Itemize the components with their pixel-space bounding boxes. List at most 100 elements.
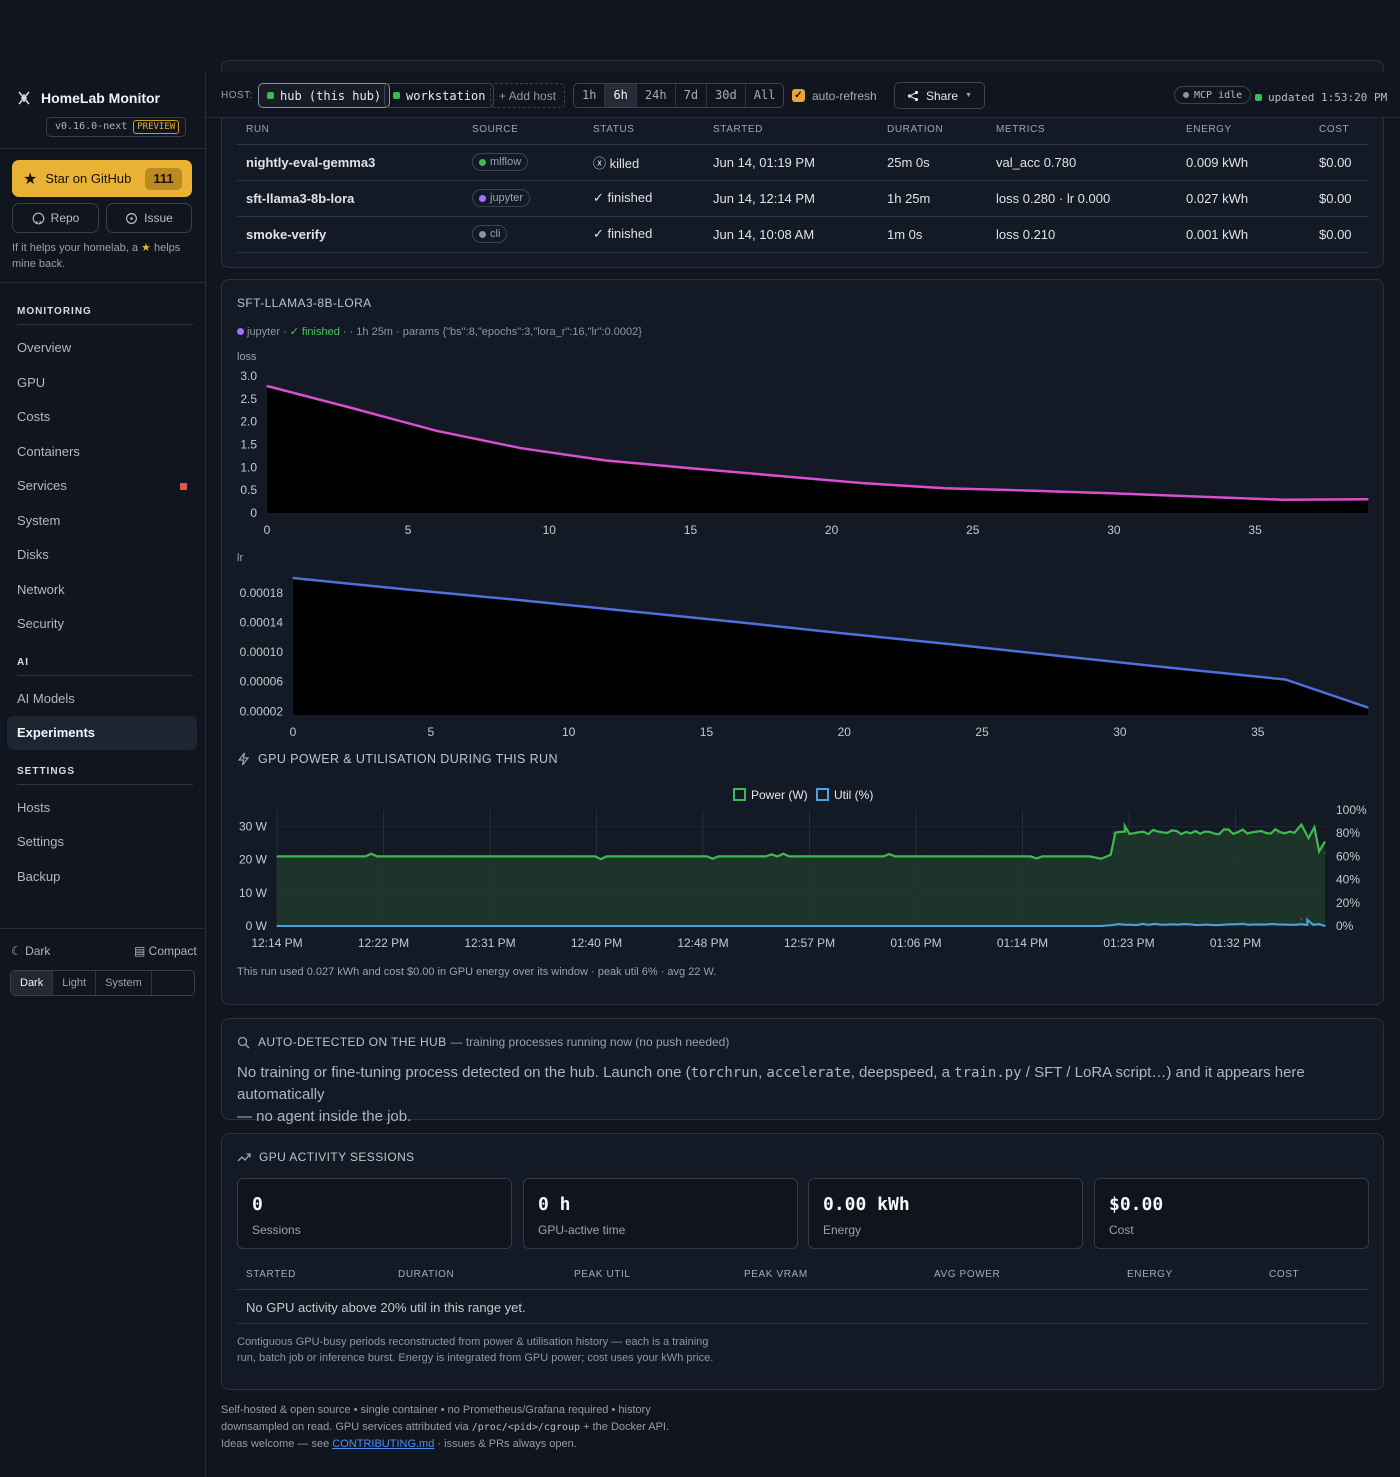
run-name[interactable]: smoke-verify xyxy=(237,216,463,253)
nav-system[interactable]: System xyxy=(17,513,61,528)
updated-label: updated 1:53:20 PM xyxy=(1268,91,1388,104)
col-run[interactable]: RUN xyxy=(237,116,463,145)
col-peak-vram[interactable]: PEAK VRAM xyxy=(744,1269,808,1280)
range-6h[interactable]: 6h xyxy=(605,84,637,107)
x-tick-label: 15 xyxy=(700,725,714,739)
data-point xyxy=(1063,655,1066,658)
y-tick-label: 1.0 xyxy=(240,460,257,474)
host-name: workstation xyxy=(406,88,486,103)
nav-costs[interactable]: Costs xyxy=(17,409,51,424)
cost-cell: $0.00 xyxy=(1310,144,1368,181)
range-selector: 1h 6h 24h 7d 30d All xyxy=(573,83,785,108)
gpu-title-text: GPU POWER & UTILISATION DURING THIS RUN xyxy=(258,752,558,766)
nav-hosts[interactable]: Hosts xyxy=(17,800,51,815)
x-tick-label: 01:06 PM xyxy=(890,936,941,950)
lr-chart: lr 0.00002 0.00006 0.00010 0.00014 0.00018 0 5 1… xyxy=(237,552,1369,739)
nav-overview[interactable]: Overview xyxy=(17,340,72,355)
x-tick-label: 25 xyxy=(975,725,989,739)
meta-status: finished xyxy=(301,325,340,338)
power-point xyxy=(276,855,278,857)
col-cost[interactable]: COST xyxy=(1310,116,1368,145)
col-cost[interactable]: COST xyxy=(1269,1269,1300,1280)
data-point xyxy=(1282,498,1285,501)
data-point xyxy=(1284,678,1287,681)
run-name[interactable]: nightly-eval-gemma3 xyxy=(237,144,463,181)
cost-cell: $0.00 xyxy=(1310,216,1368,253)
nav-containers[interactable]: Containers xyxy=(17,444,80,459)
y-left-tick-label: 0 W xyxy=(246,919,268,933)
share-button[interactable]: Share ▼ xyxy=(894,82,985,109)
metrics-cell: loss 0.210 xyxy=(987,216,1177,253)
table-row[interactable]: nightly-eval-gemma3 mlflow ⓧ killed Jun … xyxy=(237,144,1368,181)
util-point xyxy=(453,925,455,927)
source-cell: jupyter xyxy=(463,180,584,217)
range-all[interactable]: All xyxy=(753,88,776,102)
run-name[interactable]: sft-llama3-8b-lora xyxy=(237,180,463,217)
brand[interactable]: HomeLab Monitor xyxy=(16,90,160,106)
host-chip-hub[interactable]: hub (this hub) xyxy=(258,83,391,108)
nav-services[interactable]: Services xyxy=(7,469,197,503)
nav-security[interactable]: Security xyxy=(17,616,64,631)
footer-line: downsampled on read. GPU services attrib… xyxy=(221,1420,472,1433)
col-source[interactable]: SOURCE xyxy=(463,116,584,145)
data-point xyxy=(604,459,607,462)
loss-chart: loss 0 0.5 1.0 1.5 2.0 2.5 3.0 0 5 10 15 20 25 30 35 xyxy=(237,351,1369,537)
code-torchrun: torchrun xyxy=(690,1065,759,1081)
host-chip-workstation[interactable]: workstation xyxy=(384,83,495,108)
y-tick-label: 1.5 xyxy=(240,438,257,452)
col-duration[interactable]: DURATION xyxy=(878,116,987,145)
y-tick-label: 2.5 xyxy=(240,392,257,406)
stat-value: 0.00 kWh xyxy=(823,1194,910,1215)
footer-line: Ideas welcome — see xyxy=(221,1438,333,1450)
run-meta: jupyter · ✓ finished · · 1h 25m · params… xyxy=(237,325,642,338)
repo-button[interactable]: Repo xyxy=(12,203,99,233)
range-1h[interactable]: 1h xyxy=(574,84,606,107)
source-cell: cli xyxy=(463,216,584,253)
data-point xyxy=(1367,706,1369,709)
nav-experiments[interactable]: Experiments xyxy=(7,716,197,750)
col-energy[interactable]: ENERGY xyxy=(1127,1269,1173,1280)
nav-gpu[interactable]: GPU xyxy=(17,375,46,390)
col-peak-util[interactable]: PEAK UTIL xyxy=(574,1269,631,1280)
nav-backup[interactable]: Backup xyxy=(17,869,61,884)
dark-toggle[interactable]: ☾ Dark xyxy=(11,944,50,958)
util-line xyxy=(277,917,1326,927)
col-status[interactable]: STATUS xyxy=(584,116,704,145)
y-right-tick-label: 20% xyxy=(1336,896,1360,910)
range-24h[interactable]: 24h xyxy=(637,84,676,107)
gpu-power-util-chart: Power (W) Util (%) 12:14 PM 12:22 PM 12:31 P… xyxy=(239,788,1367,950)
online-dot xyxy=(393,92,400,99)
theme-system[interactable]: System xyxy=(96,971,152,995)
range-7d[interactable]: 7d xyxy=(676,84,708,107)
nav-network[interactable]: Network xyxy=(17,582,65,597)
col-started[interactable]: STARTED xyxy=(246,1269,296,1280)
auto-refresh-toggle[interactable]: ✓ auto-refresh xyxy=(785,83,884,108)
contributing-link[interactable]: CONTRIBUTING.md xyxy=(332,1438,435,1450)
theme-light[interactable]: Light xyxy=(53,971,97,995)
gpu-sessions-card xyxy=(221,1133,1384,1390)
col-metrics[interactable]: METRICS xyxy=(987,116,1177,145)
y-left-tick-label: 30 W xyxy=(239,820,268,834)
compact-toggle[interactable]: ▤ Compact xyxy=(134,944,197,958)
table-row[interactable]: sft-llama3-8b-lora jupyter ✓ finished Ju… xyxy=(237,180,1368,217)
util-point xyxy=(1041,925,1043,927)
x-tick-label: 25 xyxy=(966,523,980,537)
data-point xyxy=(1028,489,1031,492)
nav-settings[interactable]: Settings xyxy=(17,834,64,849)
col-avg-power[interactable]: AVG POWER xyxy=(934,1269,1001,1280)
run-detail-title: SFT-LLAMA3-8B-LORA xyxy=(237,296,372,310)
data-point xyxy=(1113,492,1115,495)
data-point xyxy=(1197,495,1200,498)
nav-disks[interactable]: Disks xyxy=(17,547,49,562)
add-host-button[interactable]: + Add host xyxy=(490,83,566,108)
star-github-button[interactable]: ★ Star on GitHub 111 xyxy=(12,160,192,197)
theme-dark[interactable]: Dark xyxy=(11,971,54,995)
col-started[interactable]: STARTED xyxy=(704,116,878,145)
data-point xyxy=(953,643,956,646)
col-energy[interactable]: ENERGY xyxy=(1177,116,1310,145)
range-30d[interactable]: 30d xyxy=(707,84,746,107)
nav-ai-models[interactable]: AI Models xyxy=(17,691,75,706)
issue-button[interactable]: Issue xyxy=(106,203,192,233)
table-row[interactable]: smoke-verify cli ✓ finished Jun 14, 10:0… xyxy=(237,216,1368,253)
col-duration[interactable]: DURATION xyxy=(398,1269,455,1280)
